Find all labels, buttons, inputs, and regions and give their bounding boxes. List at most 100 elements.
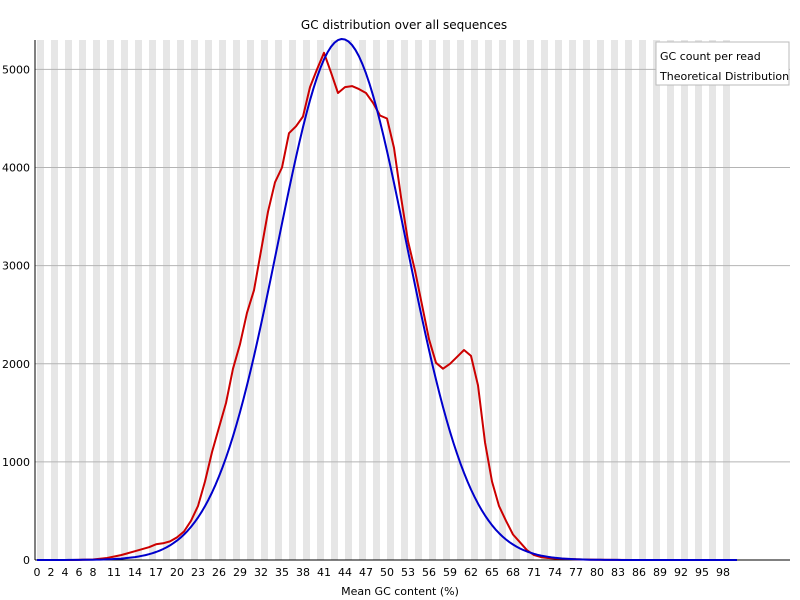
grid-stripe (163, 40, 170, 560)
x-tick-label: 29 (233, 566, 247, 579)
grid-stripe (541, 40, 548, 560)
grid-stripe (611, 40, 618, 560)
x-tick-label: 14 (128, 566, 142, 579)
grid-stripe (653, 40, 660, 560)
legend: GC count per read Theoretical Distributi… (655, 41, 790, 86)
grid-stripe (79, 40, 86, 560)
grid-stripe (205, 40, 212, 560)
grid-stripe (639, 40, 646, 560)
x-tick-label: 23 (191, 566, 205, 579)
grid-stripe (331, 40, 338, 560)
grid-stripe (485, 40, 492, 560)
grid-stripe (303, 40, 310, 560)
grid-stripe (191, 40, 198, 560)
series-line-gc-count-per-read (37, 51, 737, 561)
x-tick-label: 83 (611, 566, 625, 579)
x-tick-label: 35 (275, 566, 289, 579)
series-line-theoretical-distribution (37, 38, 737, 561)
grid-stripe (317, 40, 324, 560)
y-tick-labels: 0 1000 2000 3000 4000 5000 (2, 63, 30, 567)
x-tick-label: 53 (401, 566, 415, 579)
y-tick-label: 0 (23, 554, 30, 567)
grid-stripe (471, 40, 478, 560)
grid-stripe (37, 40, 44, 560)
grid-stripe (51, 40, 58, 560)
grid-stripe (345, 40, 352, 560)
x-tick-label: 95 (695, 566, 709, 579)
horizontal-gridlines (35, 68, 790, 463)
grid-stripe (569, 40, 576, 560)
x-tick-label: 89 (653, 566, 667, 579)
x-tick-label: 74 (548, 566, 562, 579)
y-tick-label: 1000 (2, 456, 30, 469)
grid-stripe (527, 40, 534, 560)
grid-stripe (135, 40, 142, 560)
x-tick-label: 80 (590, 566, 604, 579)
x-tick-label: 0 (34, 566, 41, 579)
x-tick-label: 77 (569, 566, 583, 579)
x-tick-label: 20 (170, 566, 184, 579)
grid-stripe (219, 40, 226, 560)
x-tick-label: 26 (212, 566, 226, 579)
y-tick-label: 4000 (2, 162, 30, 175)
x-axis-label: Mean GC content (%) (341, 585, 459, 598)
x-tick-label: 2 (48, 566, 55, 579)
x-tick-label: 44 (338, 566, 352, 579)
grid-stripe (149, 40, 156, 560)
grid-stripe (261, 40, 268, 560)
x-tick-label: 47 (359, 566, 373, 579)
x-tick-label: 6 (76, 566, 83, 579)
legend-entry-theoretical-distribution: Theoretical Distribution (659, 70, 789, 83)
x-tick-label: 8 (90, 566, 97, 579)
y-tick-label: 5000 (2, 63, 30, 76)
x-tick-label: 71 (527, 566, 541, 579)
x-tick-label: 86 (632, 566, 646, 579)
y-tick-label: 3000 (2, 260, 30, 273)
grid-stripe (555, 40, 562, 560)
y-tick-label: 2000 (2, 358, 30, 371)
series-lines (37, 38, 737, 561)
x-tick-label: 50 (380, 566, 394, 579)
grid-stripe (597, 40, 604, 560)
legend-box (655, 41, 790, 86)
grid-stripe (177, 40, 184, 560)
grid-stripe (723, 40, 730, 560)
x-tick-label: 32 (254, 566, 268, 579)
grid-stripe (401, 40, 408, 560)
grid-stripe (373, 40, 380, 560)
grid-stripe (695, 40, 702, 560)
grid-stripe (107, 40, 114, 560)
grid-stripe (499, 40, 506, 560)
x-tick-label: 38 (296, 566, 310, 579)
grid-stripe (429, 40, 436, 560)
x-tick-label: 98 (716, 566, 730, 579)
grid-stripe (359, 40, 366, 560)
x-tick-label: 56 (422, 566, 436, 579)
grid-stripe (709, 40, 716, 560)
grid-stripe (121, 40, 128, 560)
grid-stripe (667, 40, 674, 560)
legend-entry-gc-count-per-read: GC count per read (660, 50, 761, 63)
chart-title: GC distribution over all sequences (301, 18, 507, 32)
grid-stripe (583, 40, 590, 560)
x-tick-label: 59 (443, 566, 457, 579)
x-tick-label: 41 (317, 566, 331, 579)
grid-stripe (289, 40, 296, 560)
grid-stripe (387, 40, 394, 560)
grid-stripe (513, 40, 520, 560)
x-tick-label: 65 (485, 566, 499, 579)
grid-stripe (275, 40, 282, 560)
grid-stripe (233, 40, 240, 560)
grid-stripe (93, 40, 100, 560)
axes (34, 40, 790, 561)
x-tick-label: 17 (149, 566, 163, 579)
x-tick-labels: 0 2 4 6 8 11 14 17 20 23 26 29 32 35 38 41 44 47 50 53 56 59 6… (34, 566, 731, 579)
x-tick-label: 68 (506, 566, 520, 579)
grid-stripe (65, 40, 72, 560)
grid-stripe (457, 40, 464, 560)
grid-stripe (625, 40, 632, 560)
x-tick-label: 11 (107, 566, 121, 579)
x-tick-label: 62 (464, 566, 478, 579)
grid-stripe (443, 40, 450, 560)
x-tick-label: 4 (62, 566, 69, 579)
